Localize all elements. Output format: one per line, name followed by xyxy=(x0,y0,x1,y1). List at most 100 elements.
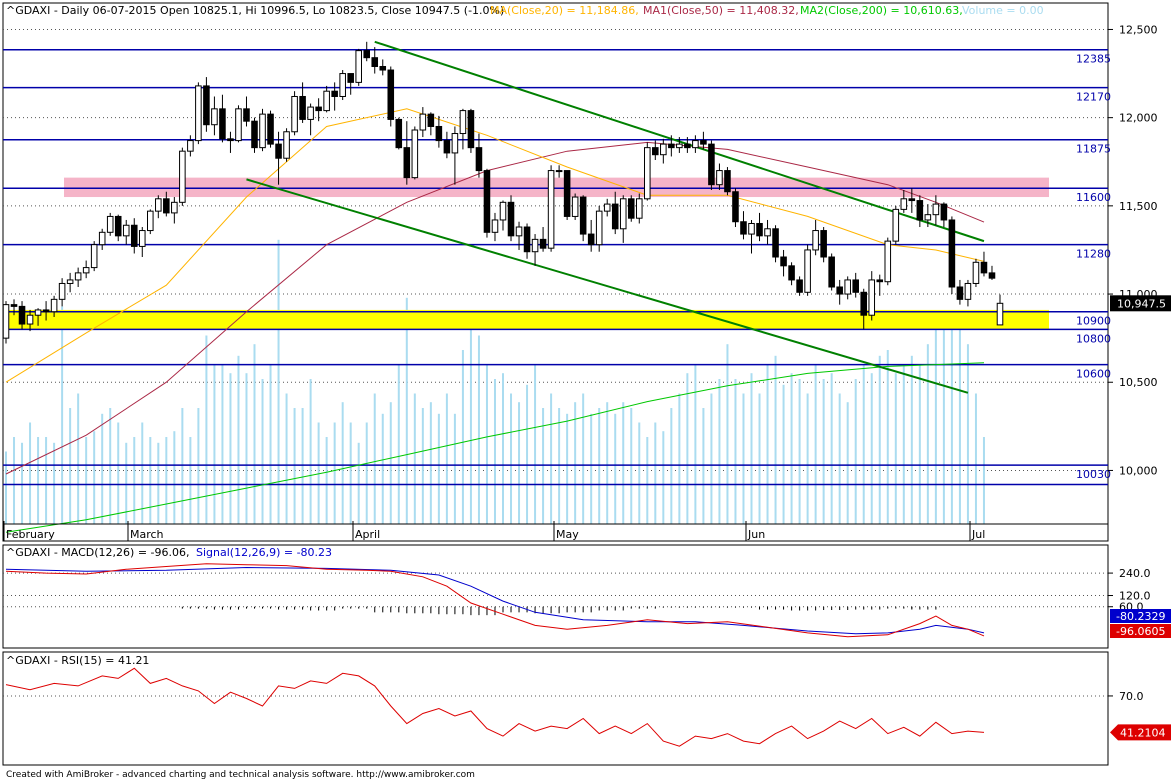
volume-bar xyxy=(85,437,88,524)
volume-bar xyxy=(413,393,416,524)
candle-down xyxy=(507,201,515,237)
candle-down xyxy=(988,272,996,279)
candle-down xyxy=(387,69,395,120)
volume-bar xyxy=(453,413,456,524)
candle-down xyxy=(523,226,531,253)
candle-up xyxy=(499,201,507,221)
candle-up xyxy=(155,198,162,212)
volume-bar xyxy=(493,379,496,524)
volume-bar xyxy=(69,408,72,524)
volume-bar xyxy=(694,364,697,524)
candle-up xyxy=(900,198,908,210)
candle-down xyxy=(395,118,403,149)
candle-down xyxy=(467,110,475,149)
candle-up xyxy=(98,231,106,246)
volume-bar xyxy=(405,297,408,524)
candle-up xyxy=(179,150,186,203)
candle-down xyxy=(627,198,635,219)
candle-up xyxy=(603,203,611,212)
level-label: 12170 xyxy=(1076,91,1111,104)
resistance-zone xyxy=(64,177,1049,198)
price-tick-label: 10,000 xyxy=(1119,464,1158,477)
volume-bar xyxy=(918,364,921,524)
rsi-value: 41.2104 xyxy=(1120,726,1166,739)
candle-down xyxy=(403,147,411,179)
candle-down xyxy=(563,170,571,217)
volume-bar xyxy=(662,431,665,524)
candle-up xyxy=(660,143,667,156)
volume-bar xyxy=(726,344,729,524)
volume-bar xyxy=(830,373,833,524)
candle-down xyxy=(684,143,691,149)
level-label: 11280 xyxy=(1076,248,1111,261)
candle-down xyxy=(772,228,779,258)
volume-bar xyxy=(598,408,601,524)
candle-up xyxy=(66,279,74,284)
ma20-line xyxy=(5,108,985,383)
volume-bar xyxy=(221,364,224,524)
month-label: April xyxy=(355,528,380,541)
candle-down xyxy=(267,113,274,145)
volume-bar xyxy=(838,393,841,524)
candle-down xyxy=(435,125,443,142)
volume-bar xyxy=(93,431,96,524)
volume-bar xyxy=(950,315,953,524)
volume-bar xyxy=(782,384,785,524)
header-ma200: MA2(Close,200) = 10,610.63, xyxy=(800,4,963,17)
volume-bar xyxy=(213,364,216,524)
candle-down xyxy=(948,219,956,288)
volume-bar xyxy=(582,393,585,524)
volume-bar xyxy=(181,408,184,524)
volume-bar xyxy=(654,422,657,524)
month-label: Jun xyxy=(747,528,765,541)
candle-up xyxy=(106,215,114,233)
candle-down xyxy=(860,291,868,316)
candle-down xyxy=(42,309,50,313)
candle-down xyxy=(940,203,948,221)
volume-bar xyxy=(718,379,721,524)
candle-up xyxy=(547,170,555,249)
rsi-pane-frame xyxy=(2,651,1109,766)
candle-up xyxy=(138,230,146,247)
last-close-label: 10,947.5 xyxy=(1117,297,1166,310)
footer-credit: Created with AmiBroker - advanced charti… xyxy=(6,770,475,780)
candle-down xyxy=(852,279,859,293)
rsi-value-box xyxy=(1110,724,1171,741)
price-pane[interactable]: 12385 12170 11875 11600 11280 10900 10800 10600… xyxy=(2,2,1171,542)
candle-down xyxy=(836,286,843,295)
candle-down xyxy=(130,224,138,247)
macd-pane-frame xyxy=(2,544,1109,649)
volume-bar xyxy=(606,402,609,524)
volume-bar xyxy=(542,408,545,524)
volume-bar xyxy=(846,402,849,524)
volume-bar xyxy=(854,379,857,524)
rsi-tick-label: 70.0 xyxy=(1119,690,1144,703)
candle-down xyxy=(708,143,715,186)
candle-down xyxy=(243,108,250,122)
level-label: 11875 xyxy=(1076,143,1111,156)
volume-bar xyxy=(437,413,440,524)
date-axis: February March April May Jun Jul xyxy=(3,521,1108,541)
volume-bar xyxy=(477,335,480,524)
candle-up xyxy=(259,113,266,149)
candle-down xyxy=(315,106,322,112)
volume-bar xyxy=(518,402,521,524)
candle-down xyxy=(18,305,26,325)
candle-up xyxy=(307,106,314,120)
volume-bar xyxy=(189,437,192,524)
last-close-box xyxy=(1110,295,1171,312)
rsi-title: ^GDAXI - RSI(15) = 41.21 xyxy=(6,654,149,667)
rsi-pane[interactable]: 70.0 41.2104 ^GDAXI - RSI(15) = 41.21 xyxy=(2,651,1171,766)
candle-up xyxy=(82,267,90,274)
volume-bar xyxy=(245,373,248,524)
volume-bar xyxy=(149,437,152,524)
candle-up xyxy=(844,279,851,295)
candle-down xyxy=(788,265,795,281)
month-label: Jul xyxy=(971,528,985,541)
volume-bar xyxy=(510,393,513,524)
candle-up xyxy=(34,309,42,316)
candle-up xyxy=(996,302,1004,326)
volume-bar xyxy=(566,413,569,524)
